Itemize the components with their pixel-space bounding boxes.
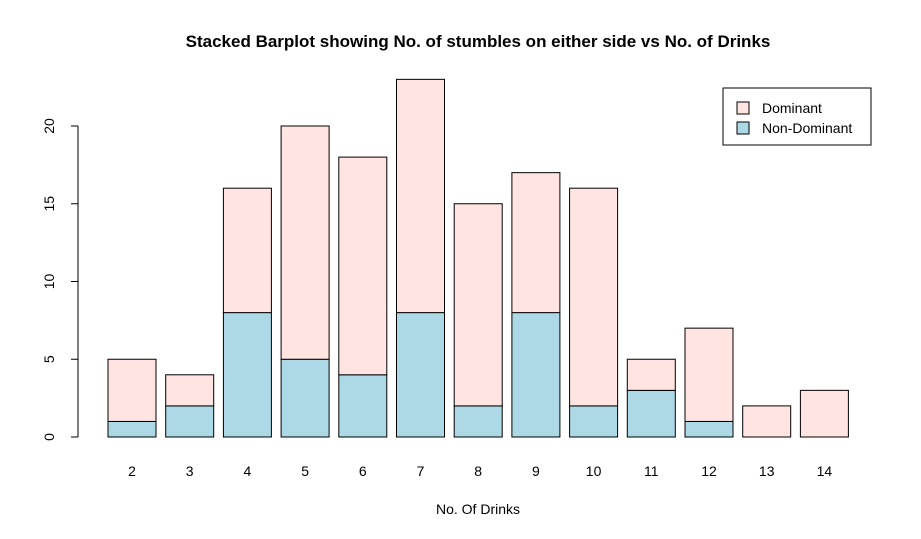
x-tick-label-12: 12 [701, 463, 717, 479]
bar-non-dominant-7 [396, 312, 445, 438]
bar-non-dominant-3 [165, 405, 215, 438]
legend-label-dominant: Dominant [762, 100, 822, 116]
bar-dominant-7 [396, 78, 445, 314]
bar-dominant-10 [569, 187, 619, 407]
x-axis-label: No. Of Drinks [436, 501, 520, 517]
bar-non-dominant-12 [684, 420, 734, 438]
legend-swatch-dominant [736, 101, 750, 115]
bar-dominant-12 [684, 327, 734, 422]
bar-dominant-11 [626, 358, 676, 391]
bar-non-dominant-8 [453, 405, 503, 438]
bar-dominant-9 [511, 172, 561, 314]
x-tick-label-11: 11 [644, 463, 659, 479]
bar-dominant-5 [280, 125, 330, 360]
bar-dominant-2 [107, 358, 157, 422]
bar-dominant-3 [165, 374, 215, 407]
bar-dominant-8 [453, 203, 503, 407]
bar-dominant-14 [799, 389, 849, 438]
y-tick-label-5: 5 [41, 355, 57, 363]
x-tick-label-4: 4 [244, 463, 252, 479]
legend: Dominant Non-Dominant [722, 87, 872, 146]
bar-non-dominant-4 [222, 312, 272, 438]
x-tick-label-10: 10 [586, 463, 602, 479]
x-tick-label-13: 13 [759, 463, 775, 479]
chart-title: Stacked Barplot showing No. of stumbles … [186, 32, 771, 51]
x-tick-label-5: 5 [301, 463, 309, 479]
x-tick-label-2: 2 [128, 463, 136, 479]
legend-swatch-non-dominant [736, 121, 750, 135]
legend-label-non-dominant: Non-Dominant [762, 120, 852, 136]
bar-non-dominant-11 [626, 389, 676, 438]
y-tick-label-0: 0 [41, 433, 57, 441]
x-tick-label-7: 7 [417, 463, 425, 479]
bar-non-dominant-6 [338, 374, 388, 438]
bar-non-dominant-5 [280, 358, 330, 438]
bar-non-dominant-10 [569, 405, 619, 438]
x-tick-label-14: 14 [817, 463, 833, 479]
y-tick-label-20: 20 [41, 118, 57, 134]
y-tick-label-15: 15 [41, 196, 57, 212]
x-tick-label-8: 8 [474, 463, 482, 479]
y-tick-label-10: 10 [41, 274, 57, 290]
bars-layer [107, 78, 849, 438]
x-tick-label-3: 3 [186, 463, 194, 479]
bar-non-dominant-2 [107, 420, 157, 438]
y-axis: 0 5 10 15 20 [41, 118, 79, 441]
x-tick-label-6: 6 [359, 463, 367, 479]
bar-non-dominant-9 [511, 312, 561, 438]
x-tick-label-9: 9 [532, 463, 540, 479]
bar-dominant-6 [338, 156, 388, 376]
x-axis: 2 3 4 5 6 7 8 9 10 11 12 13 14 [128, 463, 832, 479]
legend-box [722, 87, 872, 146]
bar-dominant-13 [742, 405, 792, 438]
bar-dominant-4 [222, 187, 272, 314]
